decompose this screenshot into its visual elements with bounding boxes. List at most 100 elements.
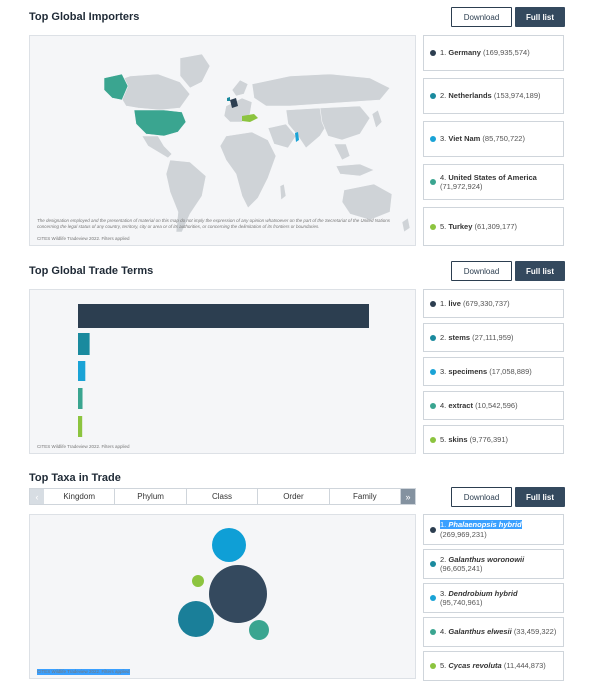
series-dot-icon (430, 595, 436, 601)
legend-value: (169,935,574) (482, 48, 530, 58)
legend-rank: 3. (440, 588, 447, 598)
legend-item-usa[interactable]: 4. United States of America (71,972,924) (423, 164, 564, 200)
legend-rank: 3. (440, 134, 447, 144)
legend-item-germany[interactable]: 1. Germany (169,935,574) (423, 35, 564, 71)
series-dot-icon (430, 93, 436, 99)
legend-value: (17,058,889) (489, 366, 532, 376)
terms-full-list-button[interactable]: Full list (515, 261, 565, 281)
legend-rank: 4. (440, 627, 447, 637)
legend-name: Cycas revoluta (448, 661, 502, 671)
series-dot-icon (430, 223, 436, 230)
legend-name: live (448, 298, 461, 308)
importers-full-list-button[interactable]: Full list (515, 7, 565, 27)
legend-name: Turkey (448, 221, 473, 231)
legend-value: (71,972,924) (440, 182, 483, 191)
legend-item-viet-nam[interactable]: 3. Viet Nam (85,750,722) (423, 121, 564, 157)
legend-rank: 3. (440, 366, 447, 376)
taxa-bubble-panel: CITES Wildlife Tradeview 2022. Filters a… (29, 514, 416, 679)
series-dot-icon (430, 561, 436, 567)
legend-item-netherlands[interactable]: 2. Netherlands (153,974,189) (423, 78, 564, 114)
legend-value: (269,969,231) (440, 529, 487, 539)
tab-class[interactable]: Class (187, 489, 259, 504)
terms-download-button[interactable]: Download (451, 261, 512, 281)
bar-live[interactable] (78, 304, 369, 328)
series-dot-icon (430, 136, 436, 142)
legend-name: extract (448, 400, 473, 410)
legend-name: Netherlands (448, 91, 492, 101)
series-dot-icon (430, 663, 436, 669)
series-dot-icon (430, 526, 436, 533)
importers-title: Top Global Importers (29, 11, 140, 23)
legend-item-turkey[interactable]: 5. Turkey (61,309,177) (423, 207, 564, 246)
terms-caption: CITES Wildlife Tradeview 2022. Filters a… (37, 444, 130, 449)
legend-value: (33,459,322) (513, 627, 557, 637)
series-dot-icon (430, 402, 436, 409)
map-disclaimer: The designation employed and the present… (37, 218, 390, 230)
terms-chart-panel: CITES Wildlife Tradeview 2022. Filters a… (29, 289, 416, 454)
bubble-phalaenopsis-hybrid[interactable] (209, 565, 267, 623)
series-dot-icon (430, 179, 436, 185)
legend-rank: 1. (440, 48, 447, 58)
legend-item-specimens[interactable]: 3. specimens (17,058,889) (423, 357, 564, 386)
legend-rank: 4. (440, 400, 447, 410)
legend-value: (9,776,391) (469, 434, 509, 444)
legend-item-extract[interactable]: 4. extract (10,542,596) (423, 391, 564, 420)
legend-item-galanthus-elwesii[interactable]: 4. Galanthus elwesii (33,459,322) (423, 617, 564, 647)
legend-item-dendrobium-hybrid[interactable]: 3. Dendrobium hybrid (95,740,961) (423, 583, 564, 613)
legend-rank: 2. (440, 332, 447, 342)
legend-item-live[interactable]: 1. live (679,330,737) (423, 289, 564, 318)
legend-value: (96,605,241) (440, 564, 483, 573)
legend-name: Dendrobium hybrid (448, 588, 518, 598)
legend-item-galanthus-woronowii[interactable]: 2. Galanthus woronowii (96,605,241) (423, 549, 564, 579)
legend-value: (85,750,722) (482, 134, 525, 144)
world-map (103, 53, 411, 233)
legend-item-phalaenopsis-hybrid[interactable]: 1. Phalaenopsis hybrid (269,969,231) (423, 514, 564, 545)
tabs-prev-arrow-icon[interactable]: ‹ (30, 489, 44, 504)
legend-name: Viet Nam (448, 134, 481, 144)
series-dot-icon (430, 334, 436, 341)
bar-skins[interactable] (78, 416, 83, 437)
legend-value: (27,111,959) (472, 332, 514, 342)
legend-rank: 2. (440, 91, 447, 101)
legend-value: (679,330,737) (462, 298, 510, 308)
legend-value: (10,542,596) (475, 400, 518, 410)
taxa-full-list-button[interactable]: Full list (515, 487, 565, 507)
tab-order[interactable]: Order (258, 489, 330, 504)
legend-rank: 2. (440, 554, 447, 564)
legend-value: (95,740,961) (440, 598, 483, 607)
bubble-galanthus-woronowii[interactable] (178, 601, 214, 637)
series-dot-icon (430, 368, 436, 375)
legend-item-cycas-revoluta[interactable]: 5. Cycas revoluta (11,444,873) (423, 651, 564, 681)
series-dot-icon (430, 436, 436, 443)
legend-item-skins[interactable]: 5. skins (9,776,391) (423, 425, 564, 454)
taxa-rank-tabs: ‹ Kingdom Phylum Class Order Family » (29, 488, 416, 505)
legend-value: (61,309,177) (474, 221, 518, 231)
legend-name: stems (448, 332, 471, 342)
taxa-download-button[interactable]: Download (451, 487, 512, 507)
legend-rank: 5. (440, 661, 447, 671)
series-dot-icon (430, 629, 436, 635)
legend-name: Phalaenopsis hybrid (448, 520, 522, 530)
legend-rank: 5. (440, 434, 447, 444)
tab-phylum[interactable]: Phylum (115, 489, 187, 504)
tab-family[interactable]: Family (330, 489, 402, 504)
series-dot-icon (430, 50, 436, 56)
taxa-caption: CITES Wildlife Tradeview 2022. Filters a… (37, 669, 130, 675)
legend-rank: 5. (440, 221, 447, 231)
taxa-bubble-chart (178, 528, 269, 640)
tabs-next-arrow-icon[interactable]: » (401, 489, 416, 504)
importers-caption: CITES Wildlife Tradeview 2022. Filters a… (37, 236, 130, 241)
bar-extract[interactable] (78, 388, 83, 409)
legend-item-stems[interactable]: 2. stems (27,111,959) (423, 323, 564, 352)
bubble-cycas-revoluta[interactable] (192, 575, 204, 587)
bar-stems[interactable] (78, 333, 90, 355)
importers-download-button[interactable]: Download (451, 7, 512, 27)
legend-name: United States of America (448, 172, 537, 182)
tab-kingdom[interactable]: Kingdom (44, 489, 116, 504)
bubble-dendrobium-hybrid[interactable] (212, 528, 246, 562)
legend-name: skins (448, 434, 468, 444)
bar-specimens[interactable] (78, 361, 86, 381)
bubble-galanthus-elwesii[interactable] (249, 620, 269, 640)
series-dot-icon (430, 300, 436, 307)
legend-name: specimens (448, 366, 488, 376)
